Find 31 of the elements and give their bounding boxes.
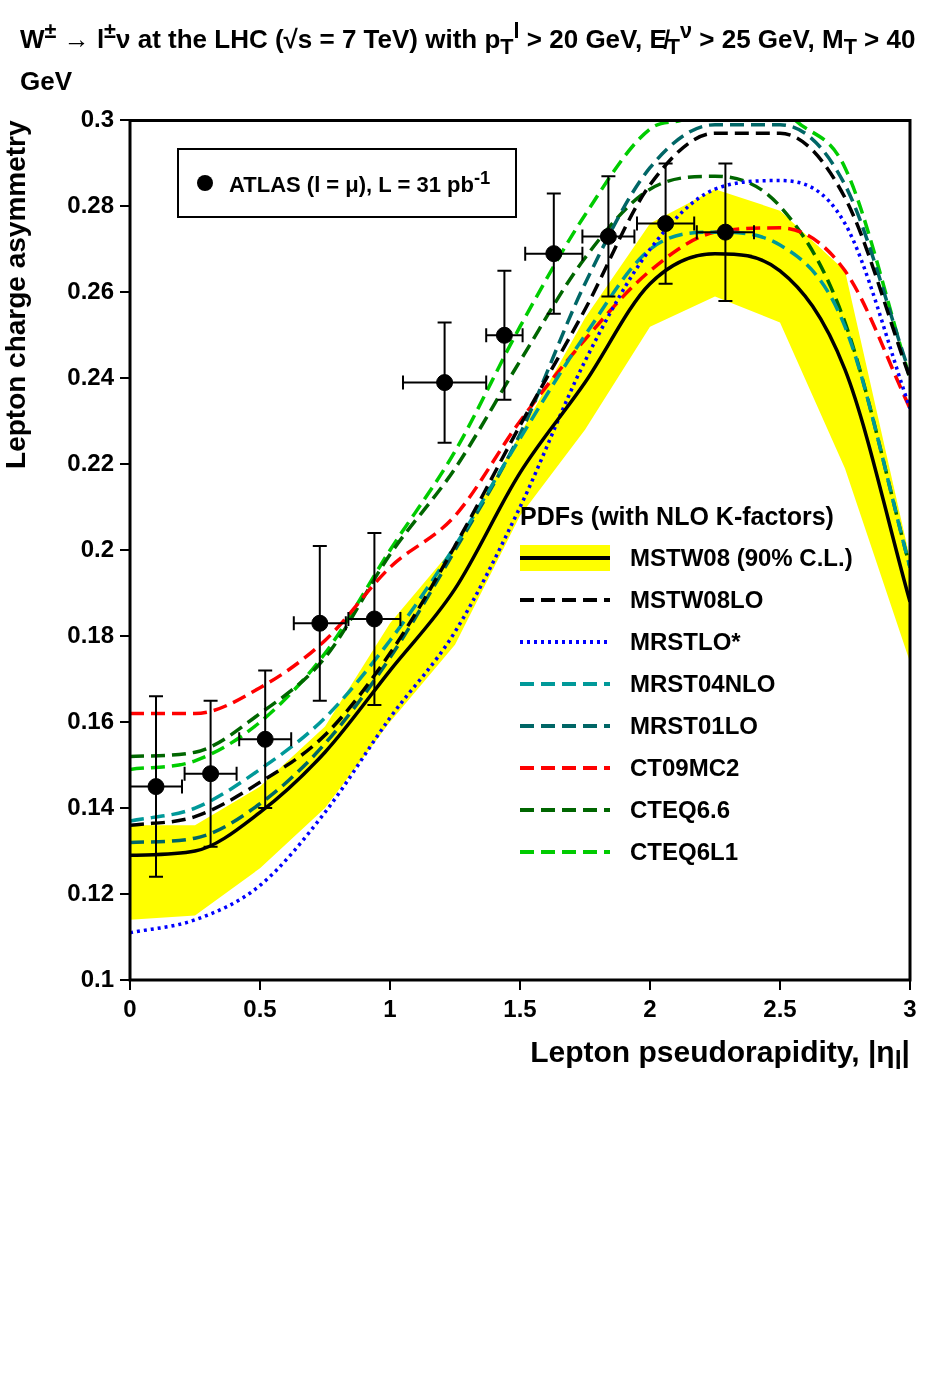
legend-label: MRSTLO*: [630, 628, 741, 656]
legend-label: MRST01LO: [630, 712, 759, 740]
y-tick-label: 0.12: [67, 878, 114, 906]
x-tick-label: 1: [383, 995, 397, 1023]
y-tick-label: 0.3: [80, 105, 114, 133]
x-tick-label: 0: [123, 995, 137, 1023]
y-tick-label: 0.22: [67, 448, 114, 476]
x-tick-label: 2: [643, 995, 657, 1023]
legend-label: CT09MC2: [630, 754, 740, 782]
x-axis-title: Lepton pseudorapidity, |η$_{l}$|: [529, 1035, 910, 1075]
y-tick-label: 0.18: [67, 620, 114, 648]
legend-label: CTEQ6.6: [630, 796, 731, 824]
y-axis-title: Lepton charge asymmetry: [0, 119, 31, 469]
legend-label: CTEQ6L1: [630, 838, 739, 866]
legend-label: MSTW08LO: [630, 586, 764, 614]
legend-title: PDFs (with NLO K-factors): [520, 502, 835, 531]
legend-label: MRST04NLO: [630, 670, 776, 698]
y-tick-label: 0.26: [67, 276, 114, 304]
y-tick-label: 0.28: [67, 190, 114, 218]
legend-label: ATLAS (l = μ), L = 31 pb$^{-1}$: [229, 167, 491, 199]
chart-title: W$^{±}$ → l$^{±}$ν at the LHC (√s = 7 TeV) with p$_{T}$$^{l}$ > 20 GeV, E̸$_{T}$$^{ν}$ > 25 GeV, M$_{T}$ > 40 GeV: [20, 18, 916, 96]
y-tick-label: 0.1: [80, 964, 114, 992]
y-tick-label: 0.2: [80, 534, 114, 562]
y-tick-label: 0.16: [67, 706, 114, 734]
x-tick-label: 2.5: [763, 995, 797, 1023]
y-tick-label: 0.24: [67, 362, 115, 390]
legend-label: MSTW08 (90% C.L.): [630, 544, 853, 572]
x-tick-label: 1.5: [503, 995, 537, 1023]
y-tick-label: 0.14: [67, 792, 115, 820]
x-tick-label: 3: [903, 995, 917, 1023]
x-tick-label: 0.5: [243, 995, 277, 1023]
